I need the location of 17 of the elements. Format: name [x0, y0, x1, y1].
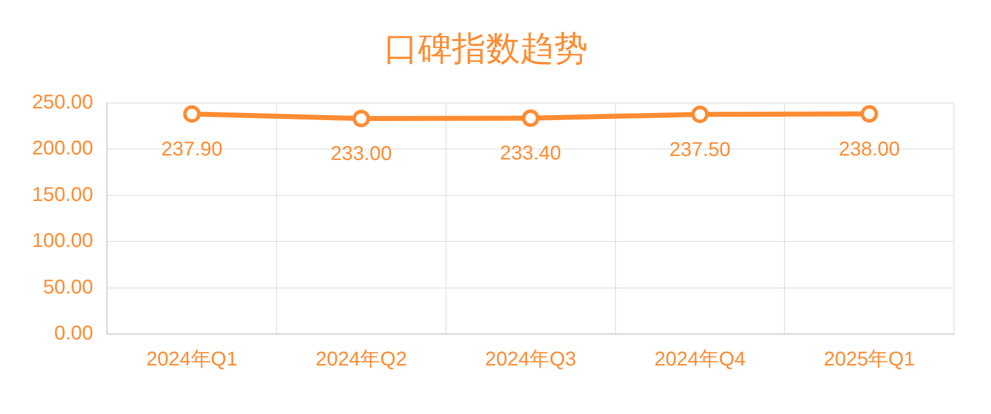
y-tick-label: 200.00: [32, 138, 94, 160]
chart-title: 口碑指数趋势: [384, 30, 588, 68]
data-label: 238.00: [838, 138, 900, 160]
x-tick-label: 2025年Q1: [824, 348, 915, 371]
x-tick-label: 2024年Q2: [316, 348, 407, 371]
y-tick-label: 150.00: [32, 184, 94, 206]
data-label: 233.40: [500, 142, 562, 165]
data-label: 233.00: [330, 143, 392, 166]
y-tick-label: 50.00: [43, 276, 94, 298]
x-tick-label: 2024年Q1: [146, 348, 238, 371]
x-tick-label: 2024年Q3: [485, 348, 576, 371]
data-label: 237.50: [669, 138, 731, 161]
y-tick-label: 0.00: [54, 322, 94, 345]
y-tick-label: 100.00: [32, 230, 94, 252]
x-tick-label: 2024年Q4: [654, 348, 746, 371]
data-label: 237.90: [161, 138, 222, 161]
y-tick-label: 250.00: [32, 91, 94, 114]
